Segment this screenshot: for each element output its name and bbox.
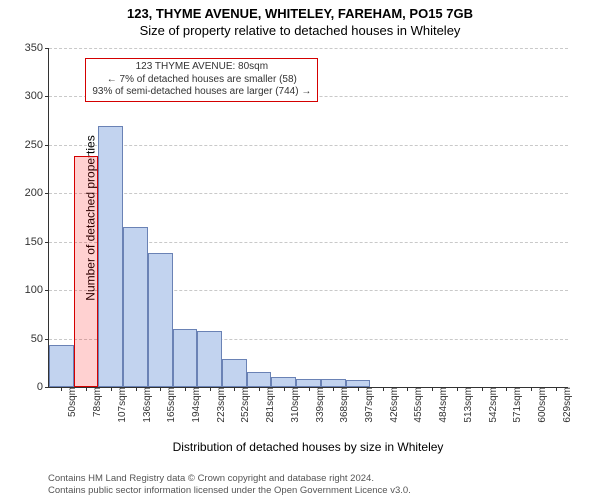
xtick-label: 252sqm [238, 387, 251, 423]
xtick-label: 194sqm [189, 387, 202, 423]
xtick-mark [457, 387, 458, 391]
xtick-mark [358, 387, 359, 391]
xtick-mark [407, 387, 408, 391]
ytick-label: 0 [37, 381, 49, 393]
ytick-label: 200 [25, 187, 49, 199]
xtick-mark [210, 387, 211, 391]
ytick-label: 150 [25, 236, 49, 248]
xtick-label: 136sqm [140, 387, 153, 423]
xtick-label: 484sqm [436, 387, 449, 423]
xtick-mark [61, 387, 62, 391]
xtick-label: 571sqm [510, 387, 523, 423]
xtick-mark [531, 387, 532, 391]
footer-attribution: Contains HM Land Registry data © Crown c… [48, 473, 411, 496]
bar-inner [346, 380, 371, 387]
bar-inner [123, 227, 148, 387]
xtick-label: 310sqm [288, 387, 301, 423]
bar-inner [296, 379, 321, 387]
ytick-label: 50 [31, 333, 49, 345]
histogram-bar [49, 345, 74, 387]
plot-wrapper: Number of detached properties 0501001502… [48, 48, 568, 388]
bar-inner [222, 359, 247, 387]
xtick-label: 223sqm [214, 387, 227, 423]
bar-inner [321, 379, 346, 387]
xtick-mark [160, 387, 161, 391]
bar-inner [49, 345, 74, 387]
xtick-label: 78sqm [90, 387, 103, 417]
xtick-mark [333, 387, 334, 391]
xtick-label: 513sqm [461, 387, 474, 423]
xtick-mark [185, 387, 186, 391]
bar-inner [271, 377, 296, 387]
xtick-mark [482, 387, 483, 391]
ytick-label: 250 [25, 139, 49, 151]
histogram-bar [296, 379, 321, 387]
xtick-mark [284, 387, 285, 391]
x-axis-label: Distribution of detached houses by size … [173, 440, 444, 454]
histogram-bar [74, 156, 99, 387]
histogram-bar [148, 253, 173, 387]
bar-inner [98, 126, 123, 388]
xtick-label: 368sqm [337, 387, 350, 423]
histogram-bar [271, 377, 296, 387]
chart-subtitle: Size of property relative to detached ho… [0, 23, 600, 38]
histogram-bar [346, 380, 371, 387]
histogram-bar [123, 227, 148, 387]
xtick-label: 50sqm [65, 387, 78, 417]
xtick-mark [86, 387, 87, 391]
xtick-mark [506, 387, 507, 391]
annotation-box: 123 THYME AVENUE: 80sqm← 7% of detached … [85, 58, 318, 102]
bar-inner [197, 331, 222, 387]
xtick-label: 165sqm [164, 387, 177, 423]
histogram-bar [247, 372, 272, 387]
xtick-mark [432, 387, 433, 391]
xtick-label: 426sqm [387, 387, 400, 423]
xtick-mark [259, 387, 260, 391]
annotation-line-2: ← 7% of detached houses are smaller (58) [92, 74, 311, 87]
xtick-label: 542sqm [486, 387, 499, 423]
gridline-h [49, 48, 568, 49]
histogram-bar [321, 379, 346, 387]
annotation-line-1: 123 THYME AVENUE: 80sqm [92, 61, 311, 74]
ytick-label: 300 [25, 90, 49, 102]
xtick-label: 107sqm [115, 387, 128, 423]
bar-inner [148, 253, 173, 387]
gridline-h [49, 193, 568, 194]
histogram-bar [222, 359, 247, 387]
histogram-bar [173, 329, 198, 387]
histogram-bar [98, 126, 123, 388]
bar-inner [247, 372, 272, 387]
xtick-mark [234, 387, 235, 391]
chart-title-block: 123, THYME AVENUE, WHITELEY, FAREHAM, PO… [0, 0, 600, 38]
xtick-label: 629sqm [560, 387, 573, 423]
xtick-mark [136, 387, 137, 391]
gridline-h [49, 145, 568, 146]
xtick-mark [309, 387, 310, 391]
ytick-label: 350 [25, 42, 49, 54]
annotation-line-3: 93% of semi-detached houses are larger (… [92, 86, 311, 99]
highlight-bar-inner [74, 156, 99, 387]
xtick-label: 600sqm [535, 387, 548, 423]
plot-area: 05010015020025030035050sqm78sqm107sqm136… [48, 48, 568, 388]
footer-line-2: Contains public sector information licen… [48, 485, 411, 496]
xtick-label: 281sqm [263, 387, 276, 423]
xtick-mark [111, 387, 112, 391]
footer-line-1: Contains HM Land Registry data © Crown c… [48, 473, 411, 484]
xtick-label: 397sqm [362, 387, 375, 423]
chart-title: 123, THYME AVENUE, WHITELEY, FAREHAM, PO… [0, 6, 600, 21]
xtick-mark [556, 387, 557, 391]
xtick-label: 339sqm [313, 387, 326, 423]
xtick-mark [383, 387, 384, 391]
bar-inner [173, 329, 198, 387]
ytick-label: 100 [25, 284, 49, 296]
xtick-label: 455sqm [411, 387, 424, 423]
histogram-bar [197, 331, 222, 387]
